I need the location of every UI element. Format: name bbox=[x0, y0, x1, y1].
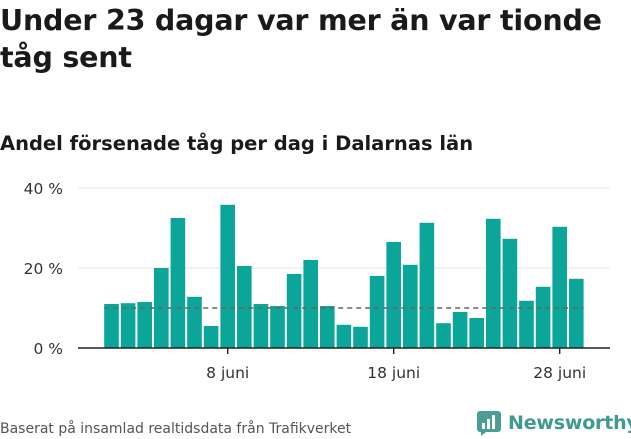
y-tick-label: 0 % bbox=[33, 340, 63, 358]
bar bbox=[569, 278, 584, 348]
x-tick-label: 8 juni bbox=[206, 364, 249, 382]
brand-logo: Newsworthy bbox=[476, 409, 631, 437]
bar bbox=[137, 302, 152, 348]
bar bbox=[303, 260, 318, 348]
bar-chart: 0 % 20 % 40 % 8 juni 18 juni 28 juni bbox=[24, 180, 610, 382]
brand-name: Newsworthy bbox=[508, 412, 631, 434]
source-note: Baserat på insamlad realtidsdata från Tr… bbox=[0, 421, 352, 437]
bar bbox=[270, 306, 285, 348]
bar bbox=[336, 324, 352, 348]
bar bbox=[519, 300, 534, 348]
bar bbox=[203, 326, 219, 348]
bar bbox=[552, 226, 567, 348]
bar bbox=[535, 286, 551, 348]
bar bbox=[486, 218, 501, 348]
bar bbox=[436, 323, 451, 348]
x-axis-labels: 8 juni 18 juni 28 juni bbox=[206, 348, 586, 382]
bar bbox=[369, 276, 385, 348]
bar bbox=[237, 266, 252, 348]
y-tick-label: 40 % bbox=[24, 180, 63, 198]
y-axis-labels: 0 % 20 % 40 % bbox=[24, 180, 63, 358]
chart-title: Under 23 dagar var mer än var tionde tåg… bbox=[0, 4, 602, 74]
bars bbox=[104, 204, 584, 348]
bar bbox=[502, 238, 518, 348]
bar bbox=[452, 312, 468, 348]
bar bbox=[403, 264, 418, 348]
bar bbox=[220, 204, 235, 348]
bar bbox=[187, 296, 202, 348]
bar bbox=[353, 326, 368, 348]
y-tick-label: 20 % bbox=[24, 260, 63, 278]
chart-subtitle: Andel försenade tåg per dag i Dalarnas l… bbox=[0, 132, 474, 155]
bar bbox=[386, 242, 401, 348]
grid-lines bbox=[78, 187, 610, 269]
bar bbox=[320, 306, 335, 348]
bar bbox=[469, 318, 484, 348]
bar bbox=[120, 303, 136, 348]
bar bbox=[419, 222, 435, 348]
bar bbox=[170, 218, 186, 348]
bar bbox=[253, 304, 269, 348]
x-tick-label: 28 juni bbox=[533, 364, 586, 382]
newsworthy-logo-icon bbox=[477, 411, 501, 436]
bar bbox=[286, 274, 302, 348]
bar bbox=[104, 304, 119, 348]
x-tick-label: 18 juni bbox=[367, 364, 420, 382]
